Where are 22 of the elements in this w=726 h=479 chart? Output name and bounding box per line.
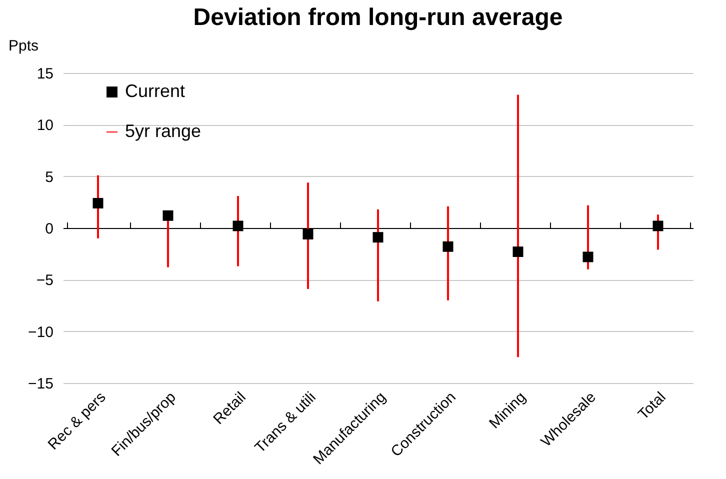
bar: [307, 182, 309, 289]
point: [232, 220, 244, 232]
point: [442, 241, 454, 252]
y-tick-label: 10: [36, 117, 54, 134]
point: [302, 228, 314, 240]
point: [512, 246, 524, 258]
point: [162, 210, 174, 221]
y-tick-label: 0: [45, 220, 54, 238]
bar: [517, 94, 519, 358]
point: [582, 252, 594, 262]
y-tick-label: −15: [28, 376, 54, 392]
legend-label: 5yr range: [125, 121, 202, 141]
y-axis-title: Ppts: [8, 38, 39, 54]
legend-label: Current: [125, 81, 186, 101]
y-tick-label: 5: [45, 168, 54, 186]
chart-title: Deviation from long-run average: [193, 4, 563, 31]
y-tick-label: −5: [36, 272, 54, 290]
y-tick-label: 15: [36, 66, 54, 82]
point: [92, 198, 104, 208]
point: [652, 220, 664, 232]
y-tick-label: −10: [28, 324, 54, 341]
point: [372, 232, 384, 243]
